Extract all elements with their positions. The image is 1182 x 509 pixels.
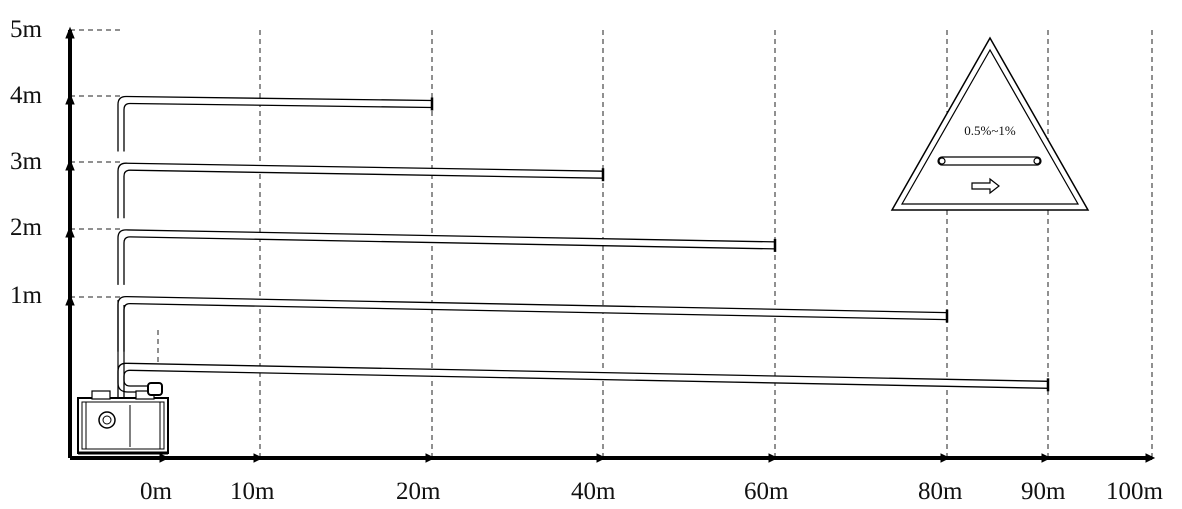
y-label-1m: 1m xyxy=(10,282,43,309)
x-label-20m: 20m xyxy=(396,478,441,505)
y-label-3m: 3m xyxy=(10,148,43,175)
riser-pipe xyxy=(117,300,148,393)
slope-warning-sign: 0.5%~1% xyxy=(890,36,1090,211)
distance-gridlines xyxy=(157,30,1153,458)
x-label-90m: 90m xyxy=(1021,478,1066,505)
pipe-body xyxy=(117,229,776,285)
x-label-80m: 80m xyxy=(918,478,963,505)
height-gridlines xyxy=(70,29,120,298)
horizontal-axis xyxy=(70,453,1156,463)
y-label-4m: 4m xyxy=(10,82,43,109)
pump-unit-icon xyxy=(77,382,169,455)
pipe-1m xyxy=(117,362,1050,419)
slope-text: 0.5%~1% xyxy=(964,123,1016,138)
pipe-body xyxy=(117,362,1049,419)
pipe-2m xyxy=(117,295,949,352)
distance-labels: 0m 10m 20m 40m 60m 80m 90m 100m xyxy=(140,478,1164,505)
y-label-2m: 2m xyxy=(10,214,43,241)
pipe-5m xyxy=(117,95,434,152)
x-label-40m: 40m xyxy=(571,478,616,505)
pipe-3m xyxy=(117,229,777,285)
pipe-4m xyxy=(117,162,605,219)
sign-pipe-icon xyxy=(937,156,1042,166)
y-label-5m: 5m xyxy=(10,16,43,43)
pipe-body xyxy=(117,162,604,219)
x-label-10m: 10m xyxy=(230,478,275,505)
x-label-60m: 60m xyxy=(744,478,789,505)
x-label-100m: 100m xyxy=(1106,478,1164,505)
discharge-pipes xyxy=(117,95,1050,419)
right-arrow-icon xyxy=(971,177,1000,195)
pipe-body xyxy=(117,95,433,152)
vertical-axis xyxy=(65,26,75,458)
height-labels: 5m 4m 3m 2m 1m xyxy=(10,16,43,309)
x-label-0m: 0m xyxy=(140,478,173,505)
pipe-body xyxy=(117,295,948,352)
